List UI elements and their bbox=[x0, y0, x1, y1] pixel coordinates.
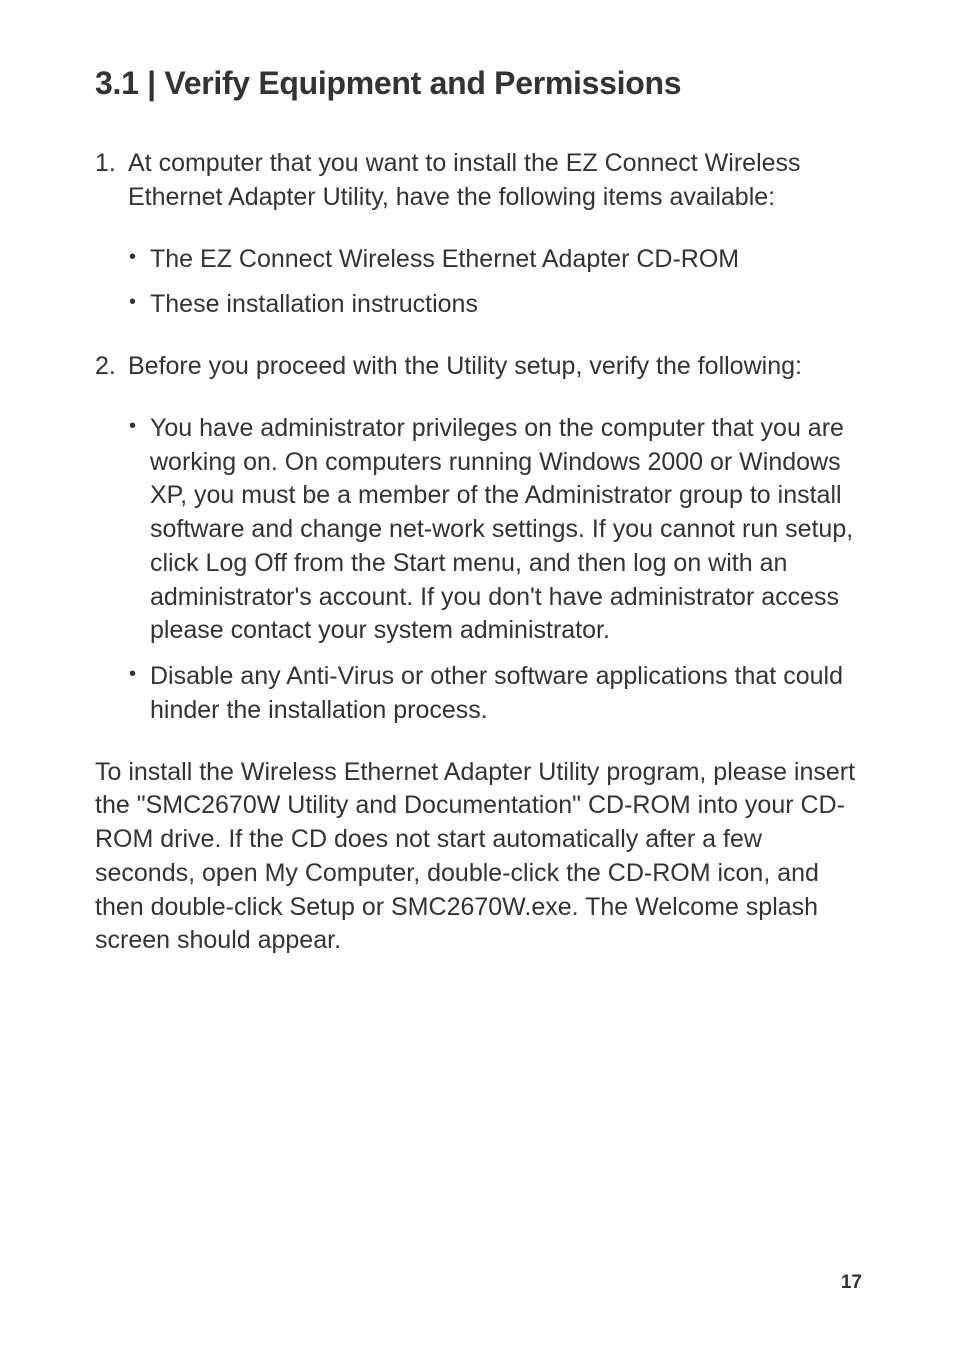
list-item: At computer that you want to install the… bbox=[95, 147, 864, 322]
numbered-list: At computer that you want to install the… bbox=[95, 147, 864, 728]
list-item: Before you proceed with the Utility setu… bbox=[95, 350, 864, 728]
bullet-item: These installation instructions bbox=[128, 288, 864, 322]
closing-paragraph: To install the Wireless Ethernet Adapter… bbox=[95, 756, 864, 959]
page-number: 17 bbox=[841, 1272, 862, 1294]
bullet-item: The EZ Connect Wireless Ethernet Adapter… bbox=[128, 243, 864, 277]
list-item-intro: Before you proceed with the Utility setu… bbox=[128, 352, 802, 380]
section-heading: 3.1 | Verify Equipment and Permissions bbox=[95, 65, 864, 102]
bullet-list: You have administrator privileges on the… bbox=[128, 412, 864, 728]
bullet-item: Disable any Anti-Virus or other software… bbox=[128, 660, 864, 728]
bullet-list: The EZ Connect Wireless Ethernet Adapter… bbox=[128, 243, 864, 323]
bullet-item: You have administrator privileges on the… bbox=[128, 412, 864, 648]
list-item-intro: At computer that you want to install the… bbox=[128, 149, 801, 211]
